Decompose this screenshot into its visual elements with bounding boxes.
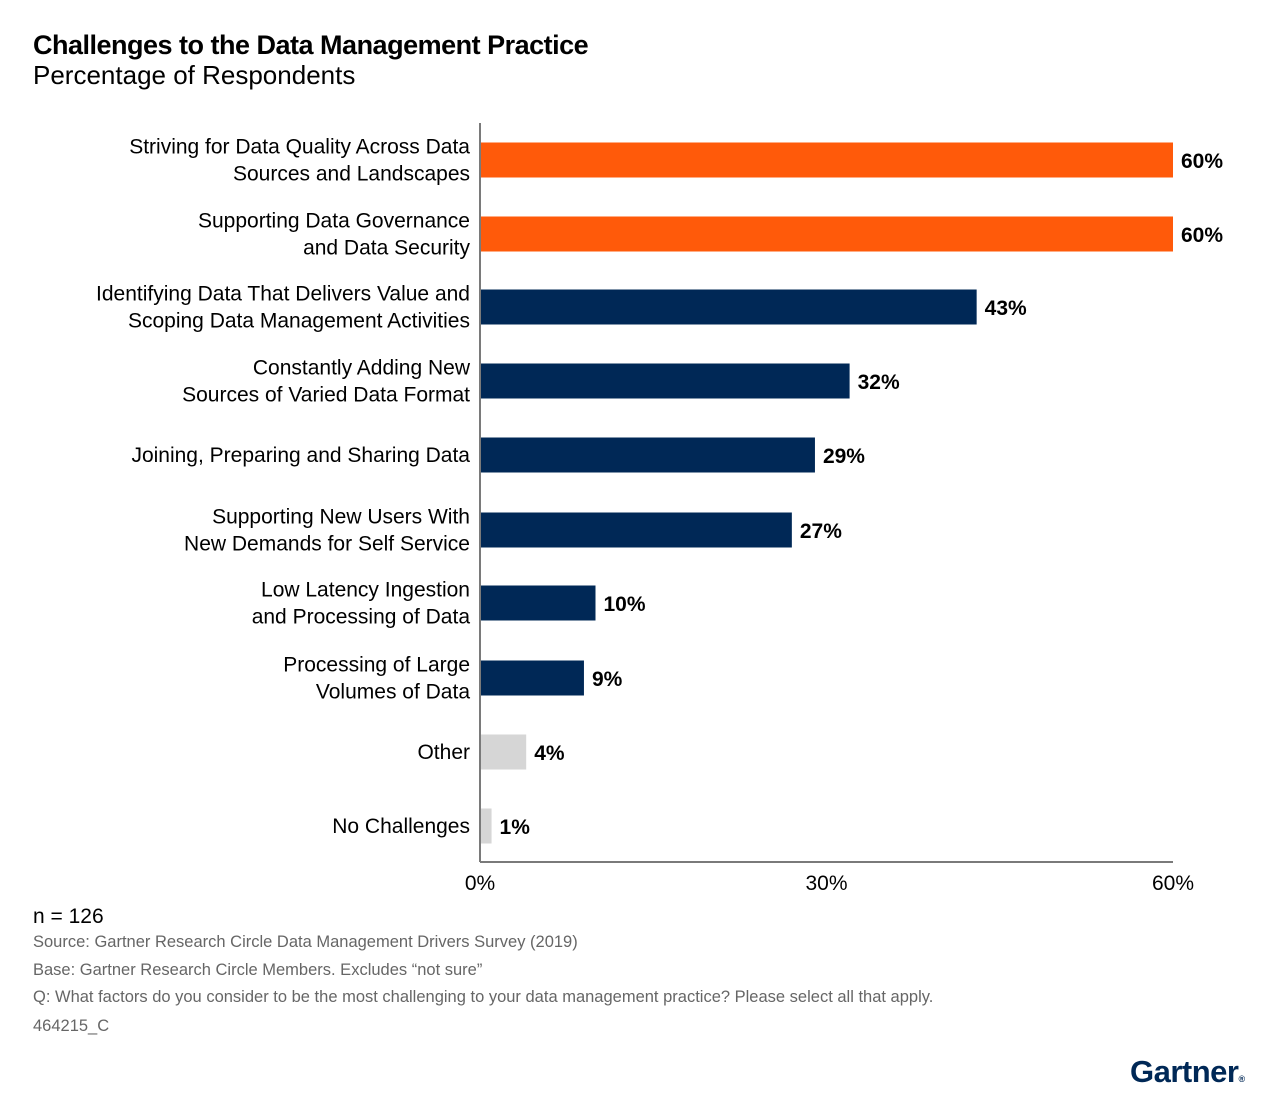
logo-text: Gartner bbox=[1130, 1054, 1239, 1089]
category-label: Other bbox=[417, 741, 470, 764]
bar bbox=[480, 808, 492, 844]
bar bbox=[480, 142, 1173, 178]
bar bbox=[480, 437, 815, 473]
bar bbox=[480, 585, 596, 621]
figure-id: 464215_C bbox=[33, 1017, 110, 1035]
x-tick-label: 60% bbox=[1152, 872, 1194, 895]
data-label: 1% bbox=[500, 816, 531, 839]
registered-mark: ® bbox=[1238, 1074, 1245, 1084]
category-label: and Data Security bbox=[303, 237, 470, 260]
bar bbox=[480, 363, 850, 399]
data-label: 32% bbox=[858, 371, 900, 394]
category-label: New Demands for Self Service bbox=[184, 533, 470, 556]
bar bbox=[480, 660, 584, 696]
category-label: Scoping Data Management Activities bbox=[128, 310, 470, 333]
category-label: Sources of Varied Data Format bbox=[182, 384, 470, 407]
category-label: Volumes of Data bbox=[316, 681, 470, 704]
bar bbox=[480, 289, 977, 325]
category-label: Processing of Large bbox=[283, 654, 470, 677]
data-label: 27% bbox=[800, 520, 842, 543]
category-label: Constantly Adding New bbox=[253, 357, 471, 380]
sample-size: n = 126 bbox=[33, 905, 104, 928]
category-label: Joining, Preparing and Sharing Data bbox=[131, 444, 470, 467]
data-label: 60% bbox=[1181, 224, 1223, 247]
data-label: 43% bbox=[985, 297, 1027, 320]
gartner-logo: Gartner® bbox=[1130, 1054, 1245, 1090]
category-label: Supporting Data Governance bbox=[198, 210, 470, 233]
category-label: No Challenges bbox=[332, 815, 470, 838]
question-note: Q: What factors do you consider to be th… bbox=[33, 988, 934, 1006]
category-label: Sources and Landscapes bbox=[233, 163, 470, 186]
category-label: Identifying Data That Delivers Value and bbox=[96, 283, 470, 306]
chart-title: Challenges to the Data Management Practi… bbox=[33, 30, 589, 60]
category-label: Low Latency Ingestion bbox=[261, 579, 470, 602]
data-label: 60% bbox=[1181, 150, 1223, 173]
bar bbox=[480, 512, 792, 548]
data-label: 9% bbox=[592, 668, 623, 691]
category-label: and Processing of Data bbox=[252, 606, 471, 629]
bar bbox=[480, 216, 1173, 252]
category-label: Supporting New Users With bbox=[212, 506, 470, 529]
data-label: 29% bbox=[823, 445, 865, 468]
source-note: Source: Gartner Research Circle Data Man… bbox=[33, 933, 578, 951]
data-label: 4% bbox=[534, 742, 565, 765]
chart-subtitle: Percentage of Respondents bbox=[33, 60, 356, 90]
x-tick-label: 0% bbox=[465, 872, 495, 895]
bar bbox=[480, 734, 527, 770]
category-label: Striving for Data Quality Across Data bbox=[129, 136, 470, 159]
x-tick-label: 30% bbox=[805, 872, 847, 895]
base-note: Base: Gartner Research Circle Members. E… bbox=[33, 961, 483, 979]
data-label: 10% bbox=[604, 593, 646, 616]
bar-chart: 60% Striving for Data Quality Across Data… bbox=[96, 123, 1223, 895]
